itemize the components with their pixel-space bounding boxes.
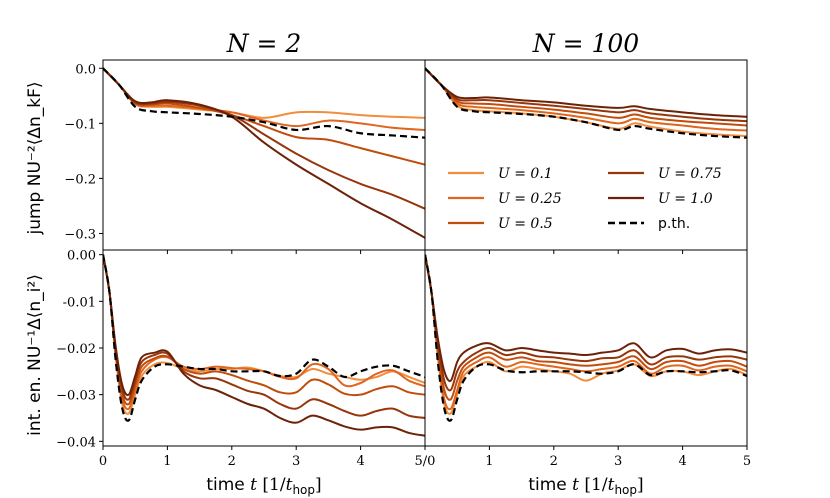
x-tick-label: 2 xyxy=(228,454,236,469)
y-tick-label: −0.03 xyxy=(56,389,96,404)
series-line-u-0-1 xyxy=(425,254,747,415)
series-line-u-0-5 xyxy=(103,254,425,406)
axes-frame xyxy=(102,59,426,251)
panel-0: 0.0 −0.1 −0.2 −0.3 xyxy=(64,59,426,254)
x-tick-label: 5/0 xyxy=(415,454,436,469)
y-tick-label: 0.00 xyxy=(67,249,96,264)
y-tick-label: −0.1 xyxy=(64,117,96,132)
legend-item: U = 0.1 xyxy=(448,166,553,182)
panel-1 xyxy=(424,59,748,254)
legend-item: U = 1.0 xyxy=(608,191,713,207)
x-tick-label: 5 xyxy=(743,454,751,469)
series-line-p-th- xyxy=(103,67,425,139)
series-line-u-1-0 xyxy=(425,67,747,118)
series-line-u-0-75 xyxy=(425,67,747,123)
legend-item: U = 0.75 xyxy=(608,166,722,182)
x-tick-label: 0 xyxy=(99,454,107,469)
series-line-u-1-0 xyxy=(103,254,425,437)
y-tick-label: −0.3 xyxy=(64,227,96,242)
series-line-u-0-5 xyxy=(425,254,747,401)
x-tick-label: 4 xyxy=(356,454,364,469)
legend-label: p.th. xyxy=(658,216,690,232)
series-line-u-0-25 xyxy=(103,254,425,411)
panels: 0.0 −0.1 −0.2 −0.3 0 1 2 3 4 5/0 0.00 -0.01 −0.02 −0.… xyxy=(56,59,751,469)
x-tick-label: 3 xyxy=(614,454,622,469)
legend-label: U = 1.0 xyxy=(658,191,713,207)
y-tick-label: −0.2 xyxy=(64,172,96,187)
legend-label: U = 0.5 xyxy=(498,216,553,232)
series-line-u-0-75 xyxy=(103,254,425,419)
x-tick-label: 4 xyxy=(678,454,686,469)
axes-frame xyxy=(424,249,748,447)
series-line-u-0-75 xyxy=(425,254,747,392)
series-line-u-0-25 xyxy=(425,67,747,132)
series-line-p-th- xyxy=(425,254,747,422)
panel-2: 0 1 2 3 4 5/0 0.00 -0.01 −0.02 −0.03 −0.04 xyxy=(56,249,435,469)
series-line-u-0-25 xyxy=(425,254,747,411)
x-tick-label: 1 xyxy=(163,454,171,469)
legend-item: U = 0.25 xyxy=(448,191,562,207)
y-tick-label: −0.04 xyxy=(56,435,96,450)
series-line-p-th- xyxy=(425,67,747,139)
x-tick-label: 1 xyxy=(485,454,493,469)
series-group xyxy=(103,254,425,437)
series-group xyxy=(425,67,747,139)
series-line-u-0-75 xyxy=(103,67,425,210)
x-tick-label: 3 xyxy=(292,454,300,469)
legend-label: U = 0.25 xyxy=(498,191,562,207)
series-line-p-th- xyxy=(103,254,425,422)
series-line-u-1-0 xyxy=(425,254,747,382)
series-line-u-0-1 xyxy=(425,67,747,137)
x-axis-label-left: time t [1/thop] xyxy=(206,475,321,497)
y-axis-label-bottom: int. en. NU⁻¹Δ⟨n_i²⟩ xyxy=(25,274,45,436)
axes-frame xyxy=(102,249,426,447)
y-tick-label: −0.02 xyxy=(56,342,96,357)
series-group xyxy=(103,67,425,239)
legend-item: p.th. xyxy=(608,216,690,232)
legend-label: U = 0.1 xyxy=(498,166,553,182)
x-tick-label: 2 xyxy=(550,454,558,469)
y-axis-label-top: jump NU⁻²⟨Δn_kF⟩ xyxy=(25,82,45,236)
y-tick-label: -0.01 xyxy=(63,295,96,310)
legend: U = 0.1 U = 0.75 U = 0.25 U = 1.0 U = 0.5 p.t… xyxy=(448,166,722,232)
y-tick-label: 0.0 xyxy=(75,62,96,77)
axes-frame xyxy=(424,59,748,251)
panel-title-right: N = 100 xyxy=(532,29,640,58)
legend-item: U = 0.5 xyxy=(448,216,553,232)
series-line-u-0-5 xyxy=(425,67,747,127)
x-axis-label-right: time t [1/thop] xyxy=(528,475,643,497)
series-line-u-0-25 xyxy=(103,67,425,131)
panel-3: 1 2 3 4 5 xyxy=(424,249,751,469)
panel-title-left: N = 2 xyxy=(226,29,302,58)
series-group xyxy=(425,254,747,422)
legend-label: U = 0.75 xyxy=(658,166,722,182)
